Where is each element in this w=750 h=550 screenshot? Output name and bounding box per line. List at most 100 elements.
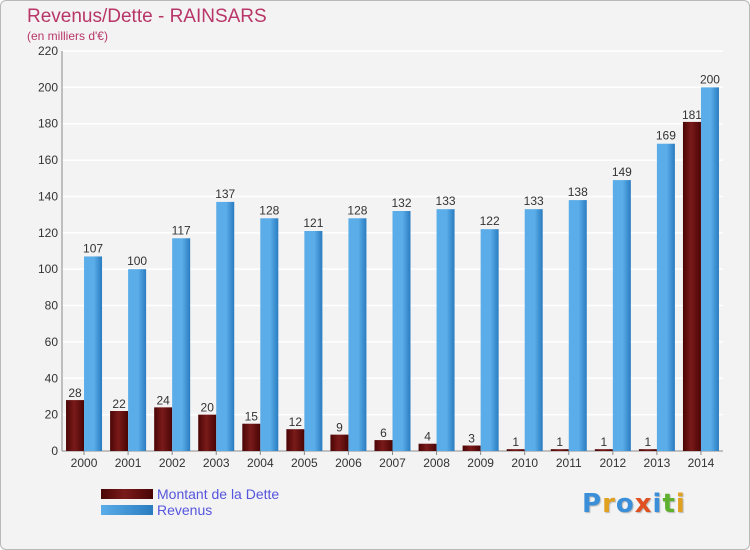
x-tick-label-2002: 2002 xyxy=(159,456,186,470)
x-tick-label-2000: 2000 xyxy=(71,456,98,470)
logo-letter-5: t xyxy=(662,489,676,519)
data-label-revenue-2014: 200 xyxy=(700,72,720,86)
bar-revenue-2006 xyxy=(348,218,367,451)
x-tick-label-2014: 2014 xyxy=(688,456,715,470)
x-tick-label-2008: 2008 xyxy=(423,456,450,470)
bar-debt-2006 xyxy=(330,434,349,451)
y-tick-label-140: 140 xyxy=(38,189,58,203)
bar-revenue-2005 xyxy=(304,231,323,451)
data-label-revenue-2007: 132 xyxy=(391,196,411,210)
data-label-revenue-2013: 169 xyxy=(656,129,676,143)
bar-debt-2004 xyxy=(242,423,261,451)
bar-revenue-2002 xyxy=(172,238,191,451)
logo-letter-4: i xyxy=(652,489,663,519)
legend-label-debt: Montant de la Dette xyxy=(157,486,280,502)
bar-debt-2010 xyxy=(506,449,525,451)
data-label-debt-2001: 22 xyxy=(112,397,126,411)
data-label-debt-2007: 6 xyxy=(380,426,387,440)
x-tick-label-2012: 2012 xyxy=(599,456,626,470)
x-tick-label-2003: 2003 xyxy=(203,456,230,470)
x-tick-label-2001: 2001 xyxy=(115,456,142,470)
data-label-debt-2011: 1 xyxy=(556,435,563,449)
bar-debt-2013 xyxy=(638,449,657,451)
bar-revenue-2001 xyxy=(128,269,147,451)
x-tick-label-2013: 2013 xyxy=(644,456,671,470)
data-label-revenue-2011: 138 xyxy=(568,185,588,199)
bar-revenue-2011 xyxy=(568,200,587,451)
logo-letter-2: o xyxy=(615,489,635,519)
bar-debt-2011 xyxy=(550,449,569,451)
bar-revenue-2004 xyxy=(260,218,279,451)
x-tick-label-2004: 2004 xyxy=(247,456,274,470)
bar-revenue-2009 xyxy=(480,229,499,451)
bar-revenue-2013 xyxy=(656,143,675,451)
data-label-debt-2002: 24 xyxy=(156,393,170,407)
y-tick-label-180: 180 xyxy=(38,117,58,131)
legend-label-revenue: Revenus xyxy=(157,502,213,518)
x-tick-label-2007: 2007 xyxy=(379,456,406,470)
x-tick-label-2009: 2009 xyxy=(467,456,494,470)
logo-letter-0: P xyxy=(582,489,603,519)
x-tick-label-2006: 2006 xyxy=(335,456,362,470)
data-label-debt-2014: 181 xyxy=(682,108,702,122)
data-label-revenue-2004: 128 xyxy=(259,203,279,217)
data-label-debt-2000: 28 xyxy=(68,386,82,400)
legend-swatch-debt xyxy=(101,489,153,499)
data-label-revenue-2002: 117 xyxy=(172,223,191,237)
bar-revenue-2007 xyxy=(392,211,411,451)
bar-revenue-2010 xyxy=(524,209,543,451)
data-label-debt-2013: 1 xyxy=(645,435,652,449)
y-tick-label-40: 40 xyxy=(45,371,59,385)
bar-debt-2014 xyxy=(682,121,701,451)
y-tick-label-60: 60 xyxy=(45,335,59,349)
y-tick-label-100: 100 xyxy=(38,262,58,276)
y-tick-label-80: 80 xyxy=(45,299,59,313)
y-tick-label-0: 0 xyxy=(51,444,58,458)
y-tick-label-160: 160 xyxy=(38,153,58,167)
bar-revenue-2003 xyxy=(216,201,235,451)
bar-revenue-2000 xyxy=(84,256,103,451)
data-label-revenue-2012: 149 xyxy=(612,165,632,179)
data-label-revenue-2005: 121 xyxy=(303,216,323,230)
data-label-debt-2009: 3 xyxy=(468,432,475,446)
data-label-revenue-2003: 137 xyxy=(215,187,235,201)
x-tick-label-2005: 2005 xyxy=(291,456,318,470)
chart-title: Revenus/Dette - RAINSARS xyxy=(27,6,267,27)
data-label-debt-2003: 20 xyxy=(201,401,215,415)
bar-revenue-2008 xyxy=(436,209,455,451)
logo-letter-6: i xyxy=(675,489,686,519)
bar-debt-2001 xyxy=(110,411,129,451)
y-tick-label-200: 200 xyxy=(38,80,58,94)
chart-subtitle: (en milliers d'€) xyxy=(27,29,108,43)
y-tick-label-20: 20 xyxy=(45,408,59,422)
bar-revenue-2012 xyxy=(612,180,631,451)
legend-swatch-revenue xyxy=(101,505,153,515)
data-label-debt-2010: 1 xyxy=(512,435,519,449)
bar-debt-2009 xyxy=(462,445,481,451)
bar-debt-2005 xyxy=(286,429,305,451)
data-label-debt-2006: 9 xyxy=(336,421,343,435)
data-label-revenue-2010: 133 xyxy=(524,194,544,208)
data-label-revenue-2006: 128 xyxy=(347,203,367,217)
bar-debt-2002 xyxy=(154,407,173,451)
data-label-debt-2008: 4 xyxy=(424,430,431,444)
data-label-revenue-2000: 107 xyxy=(83,241,103,255)
bar-debt-2003 xyxy=(198,414,217,451)
bar-debt-2007 xyxy=(374,440,393,451)
x-tick-label-2011: 2011 xyxy=(556,456,582,470)
data-label-revenue-2008: 133 xyxy=(436,194,456,208)
data-label-debt-2004: 15 xyxy=(245,410,259,424)
bar-revenue-2014 xyxy=(700,87,719,451)
bar-debt-2008 xyxy=(418,443,437,451)
logo-letter-1: r xyxy=(602,489,616,519)
y-tick-label-120: 120 xyxy=(38,226,58,240)
data-label-debt-2005: 12 xyxy=(289,415,303,429)
data-label-revenue-2009: 122 xyxy=(480,214,500,228)
logo-letter-3: x xyxy=(634,489,653,519)
data-label-revenue-2001: 100 xyxy=(127,254,147,268)
data-label-debt-2012: 1 xyxy=(600,435,607,449)
proxiti-logo: Proxiti xyxy=(582,489,686,519)
x-tick-label-2010: 2010 xyxy=(511,456,538,470)
